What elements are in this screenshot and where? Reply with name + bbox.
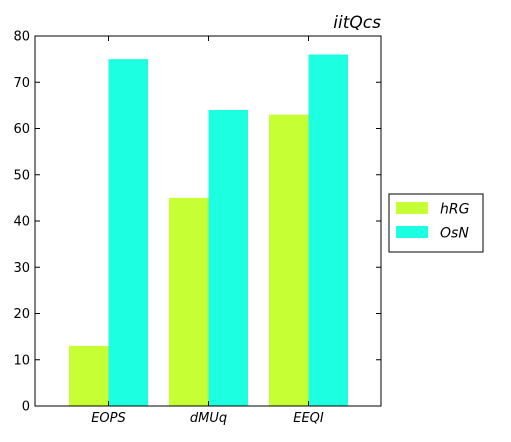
bar-hRG-dMUq (169, 198, 209, 406)
legend-swatch-hRG (396, 202, 428, 214)
bar-OsN-dMUq (209, 110, 249, 406)
y-tick-label: 20 (13, 307, 30, 322)
y-tick-label: 80 (13, 30, 30, 45)
bar-hRG-EEQI (269, 115, 309, 406)
bar-hRG-EOPS (69, 346, 109, 406)
y-tick-label: 70 (13, 76, 30, 91)
legend-swatch-OsN (396, 226, 428, 238)
bar-OsN-EOPS (109, 59, 149, 406)
y-tick-label: 10 (13, 353, 30, 368)
x-tick-label: EOPS (91, 411, 126, 426)
y-tick-label: 0 (22, 400, 30, 415)
legend-label-OsN: OsN (440, 226, 469, 242)
x-tick-label: EEQI (293, 411, 324, 426)
bars-layer (69, 55, 348, 407)
y-tick-label: 60 (13, 122, 30, 137)
legend-label-hRG: hRG (440, 202, 470, 218)
y-tick-label: 50 (13, 168, 30, 183)
bar-OsN-EEQI (309, 55, 349, 407)
x-tick-label: dMUq (190, 411, 227, 426)
legend: hRG OsN (389, 194, 483, 252)
y-tick-label: 30 (13, 261, 30, 276)
chart-title: iitQcs (333, 13, 381, 33)
y-tick-label: 40 (13, 215, 30, 230)
